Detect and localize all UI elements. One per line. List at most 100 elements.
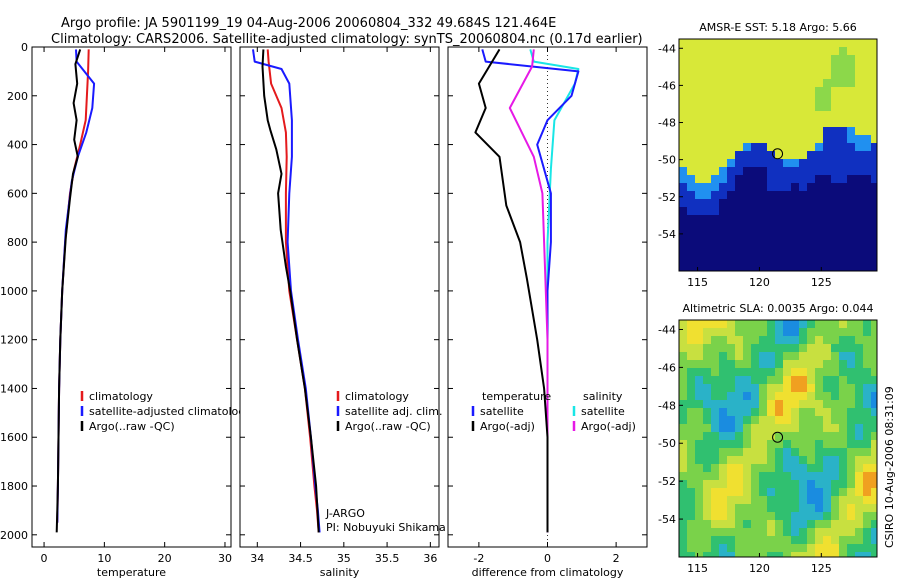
map-cell (839, 95, 847, 103)
map-cell (807, 223, 815, 231)
map-cell (807, 344, 815, 352)
map-cell (679, 175, 687, 183)
map-cell (791, 239, 799, 247)
map-cell (695, 55, 703, 63)
map-cell (831, 400, 839, 408)
map-cell (679, 87, 687, 95)
map-cell (743, 456, 751, 464)
map-cell (823, 328, 831, 336)
map-cell (847, 191, 855, 199)
map-cell (703, 135, 711, 143)
map-cell (735, 520, 743, 528)
map-cell (687, 392, 695, 400)
map-cell (703, 255, 711, 263)
map-cell (703, 432, 711, 440)
map-cell (839, 464, 847, 472)
map-cell (743, 215, 751, 223)
map-cell (807, 191, 815, 199)
map-cell (791, 103, 799, 111)
map-cell (775, 408, 783, 416)
map-cell (711, 456, 719, 464)
map-cell (783, 528, 791, 536)
map-cell (815, 544, 823, 552)
map-cell (807, 376, 815, 384)
map-cell (719, 464, 727, 472)
map-cell (855, 71, 863, 79)
map-cell (711, 255, 719, 263)
map-cell (695, 536, 703, 544)
map-cell (799, 368, 807, 376)
map-cell (743, 464, 751, 472)
x-tick-label: 120 (749, 276, 770, 289)
map-cell (703, 480, 711, 488)
map-cell (767, 424, 775, 432)
map-cell (855, 496, 863, 504)
map-cell (831, 71, 839, 79)
map-cell (871, 159, 877, 167)
map-cell (687, 87, 695, 95)
map-cell (775, 504, 783, 512)
map-cell (743, 336, 751, 344)
map-cell (839, 336, 847, 344)
map-cell (855, 215, 863, 223)
map-cell (687, 199, 695, 207)
map-cell (863, 119, 871, 127)
map-cell (695, 432, 703, 440)
map-cell (831, 512, 839, 520)
map-cell (815, 360, 823, 368)
map-cell (719, 440, 727, 448)
map-cell (695, 143, 703, 151)
map-cell (871, 400, 877, 408)
map-cell (679, 440, 687, 448)
map-cell (767, 368, 775, 376)
salinity-argo-line (508, 49, 549, 533)
map-cell (831, 520, 839, 528)
map-cell (831, 55, 839, 63)
map-cell (687, 119, 695, 127)
map-cell (775, 520, 783, 528)
map-cell (823, 496, 831, 504)
map-cell (759, 183, 767, 191)
map-cell (743, 87, 751, 95)
map-cell (703, 376, 711, 384)
map-cell (743, 255, 751, 263)
map-cell (743, 424, 751, 432)
map-cell (807, 456, 815, 464)
map-cell (727, 552, 735, 557)
map-cell (751, 215, 759, 223)
map-cell (703, 231, 711, 239)
map-cell (759, 360, 767, 368)
map-cell (799, 552, 807, 557)
map-cell (847, 199, 855, 207)
map-cell (687, 456, 695, 464)
map-cell (687, 328, 695, 336)
map-cell (863, 255, 871, 263)
map-cell (807, 135, 815, 143)
map-cell (839, 199, 847, 207)
map-cell (855, 231, 863, 239)
map-cell (735, 55, 743, 63)
map-cell (703, 151, 711, 159)
map-cell (743, 488, 751, 496)
map-cell (839, 552, 847, 557)
map-cell (679, 207, 687, 215)
map-cell (703, 552, 711, 557)
map-cell (799, 528, 807, 536)
map-cell (847, 392, 855, 400)
map-cell (783, 111, 791, 119)
map-cell (823, 127, 831, 135)
map-cell (823, 392, 831, 400)
map-cell (679, 448, 687, 456)
map-cell (775, 183, 783, 191)
map-cell (815, 223, 823, 231)
map-cell (775, 424, 783, 432)
map-cell (767, 544, 775, 552)
map-cell (759, 448, 767, 456)
map-cell (687, 255, 695, 263)
map-cell (831, 239, 839, 247)
x-tick-label: 115 (687, 276, 708, 289)
map-cell (839, 223, 847, 231)
map-cell (687, 360, 695, 368)
map-cell (719, 111, 727, 119)
map-cell (679, 344, 687, 352)
